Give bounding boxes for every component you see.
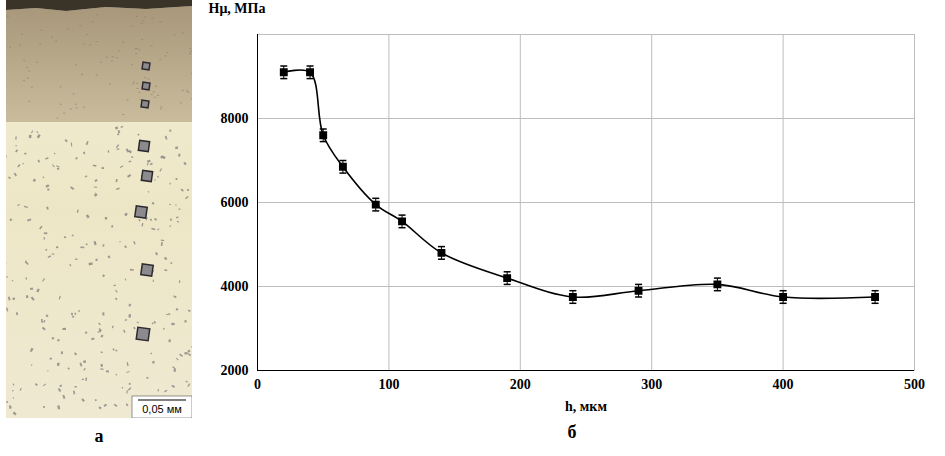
svg-text:300: 300	[641, 377, 662, 392]
svg-text:500: 500	[904, 377, 925, 392]
svg-text:2000: 2000	[220, 363, 248, 378]
html-text:б: б	[567, 422, 577, 442]
html-text:а: а	[94, 426, 104, 446]
svg-text:Hμ, МПа: Hμ, МПа	[208, 1, 265, 16]
svg-text:0: 0	[254, 377, 261, 392]
svg-text:100: 100	[378, 377, 399, 392]
svg-text:4000: 4000	[220, 279, 248, 294]
svg-text:0,05 мм: 0,05 мм	[142, 403, 182, 415]
svg-text:200: 200	[509, 377, 530, 392]
svg-text:8000: 8000	[220, 111, 248, 126]
svg-text:400: 400	[772, 377, 793, 392]
svg-text:h, мкм: h, мкм	[565, 399, 607, 414]
svg-text:6000: 6000	[220, 195, 248, 210]
